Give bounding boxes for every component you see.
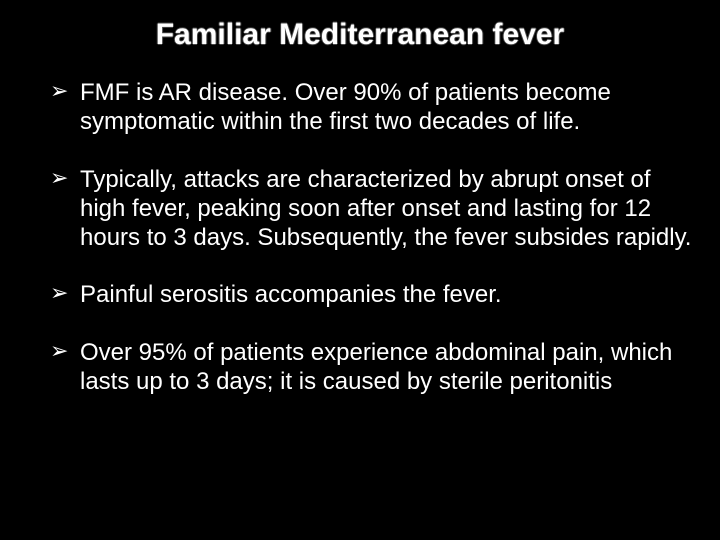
list-item: FMF is AR disease. Over 90% of patients … <box>50 78 692 137</box>
list-item: Over 95% of patients experience abdomina… <box>50 338 692 397</box>
list-item: Painful serositis accompanies the fever. <box>50 280 692 309</box>
bullet-list: FMF is AR disease. Over 90% of patients … <box>28 78 692 396</box>
list-item: Typically, attacks are characterized by … <box>50 165 692 253</box>
slide-title: Familiar Mediterranean fever <box>28 18 692 52</box>
